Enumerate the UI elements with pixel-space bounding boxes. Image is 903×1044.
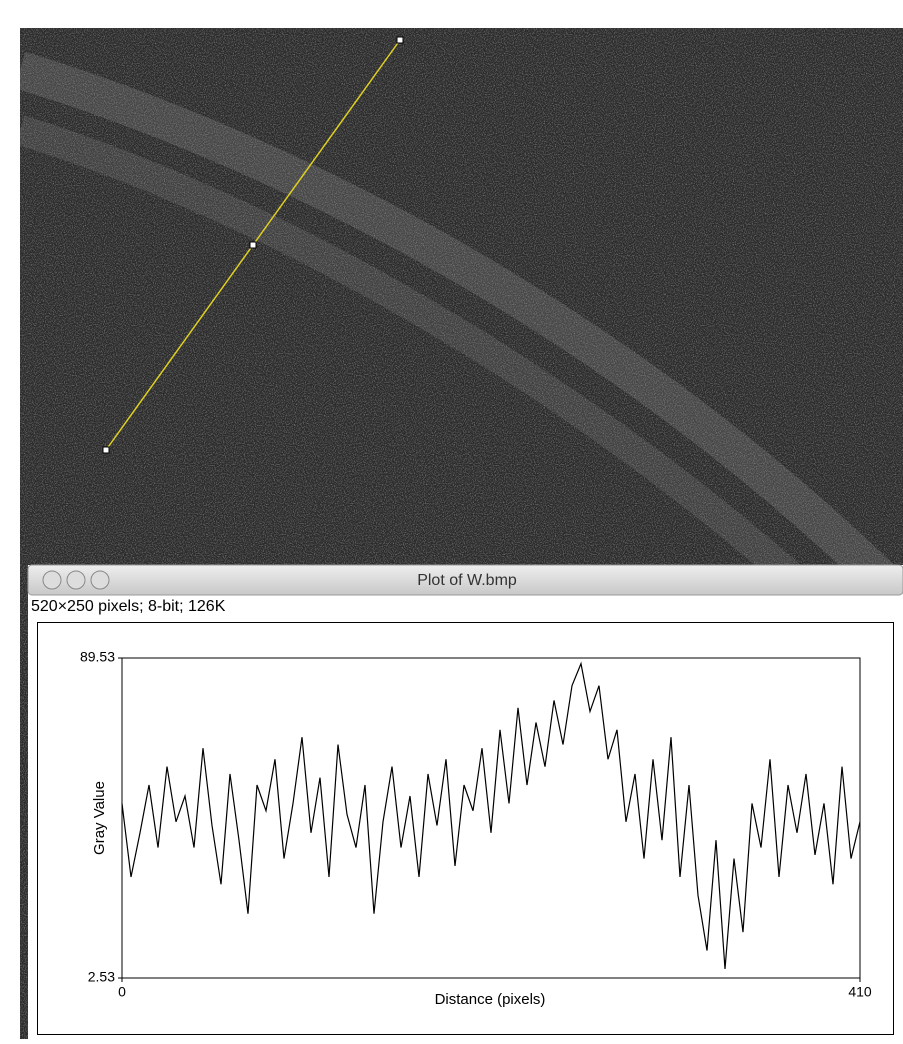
x-tick-label: 0	[118, 984, 126, 1000]
y-tick-label: 2.53	[88, 969, 115, 985]
y-tick-label: 89.53	[80, 649, 115, 665]
zoom-button[interactable]	[91, 571, 109, 589]
minimize-button[interactable]	[67, 571, 85, 589]
image-info: 520×250 pixels; 8-bit; 126K	[31, 598, 226, 615]
close-button[interactable]	[43, 571, 61, 589]
x-tick-label: 410	[848, 984, 872, 1000]
x-axis-label: Distance (pixels)	[435, 991, 546, 1008]
window-title: Plot of W.bmp	[417, 572, 517, 589]
screen: Plot of W.bmp 520×250 pixels; 8-bit; 126…	[0, 0, 903, 1039]
plot-window: Plot of W.bmp 520×250 pixels; 8-bit; 126…	[28, 565, 903, 1039]
y-axis-label: Gray Value	[91, 781, 108, 855]
